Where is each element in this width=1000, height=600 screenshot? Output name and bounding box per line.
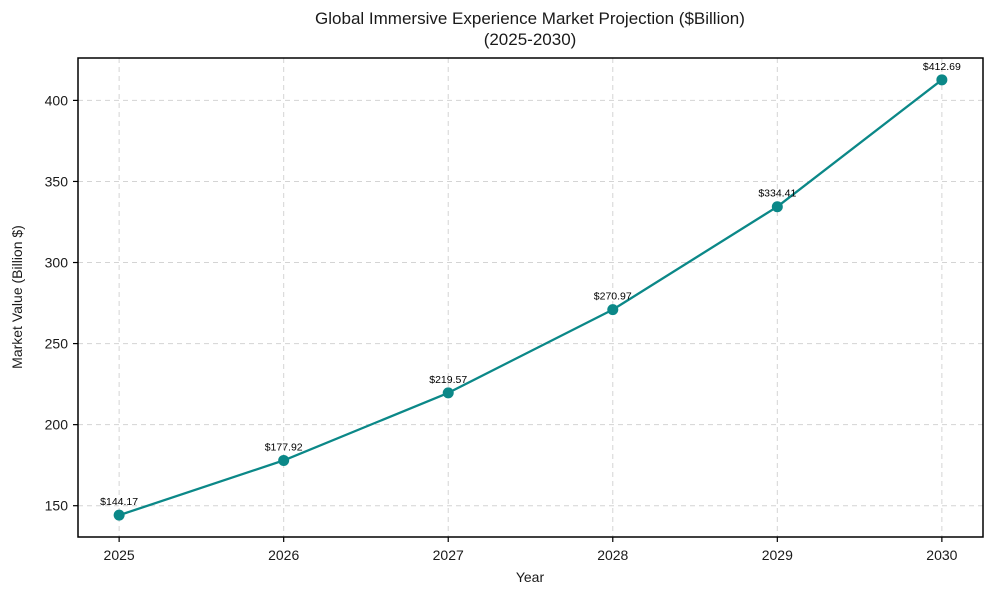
y-tick-label: 400: [45, 92, 69, 108]
data-point-label: $177.92: [265, 441, 303, 453]
y-tick-label: 150: [45, 498, 69, 514]
y-axis-label: Market Value (Billion $): [9, 225, 25, 369]
x-tick-label: 2026: [268, 547, 299, 563]
data-point: [442, 387, 454, 399]
data-point-label: $270.97: [594, 291, 632, 303]
data-point-label: $412.69: [923, 61, 961, 73]
x-tick-label: 2027: [433, 547, 464, 563]
plot-border: [77, 57, 984, 538]
x-tick-label: 2025: [104, 547, 135, 563]
x-axis-label: Year: [516, 569, 545, 585]
data-point-label: $219.57: [429, 374, 467, 386]
y-tick-label: 350: [45, 173, 69, 189]
data-point: [278, 454, 290, 466]
y-tick-label: 200: [45, 417, 69, 433]
data-point: [113, 509, 125, 521]
chart-subtitle: (2025-2030): [484, 30, 577, 49]
data-point-label: $144.17: [100, 496, 138, 508]
chart-title: Global Immersive Experience Market Proje…: [315, 9, 745, 28]
x-tick-label: 2028: [597, 547, 628, 563]
series-line: [117, 78, 944, 517]
plot-area: 2025 2026 2027 2028 2029 2030 150 200 250 300 350 4…: [45, 57, 984, 563]
y-tick-label: 300: [45, 255, 69, 271]
x-tick-label: 2030: [926, 547, 957, 563]
x-tick-label: 2029: [762, 547, 793, 563]
data-point-label: $334.41: [758, 188, 796, 200]
data-point: [607, 304, 619, 316]
data-point: [936, 74, 948, 86]
data-point: [771, 201, 783, 213]
y-tick-label: 250: [45, 336, 69, 352]
